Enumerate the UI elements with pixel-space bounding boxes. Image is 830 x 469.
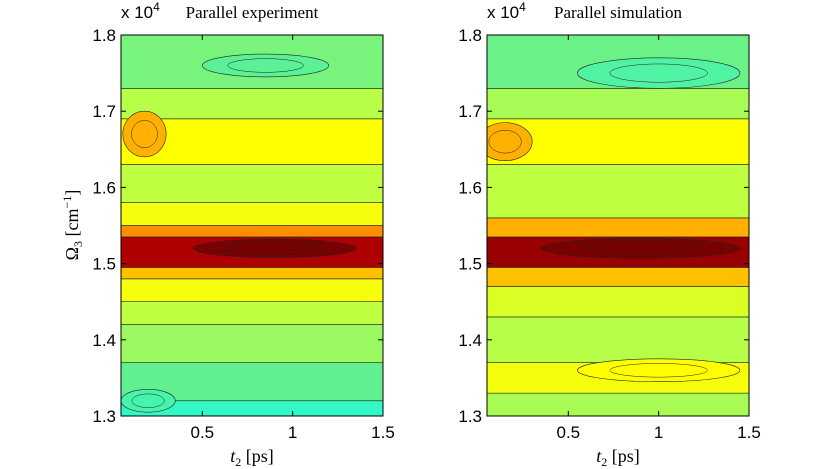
panel-simulation: 0.5 1 1.5 1.3 1.4 1.5 1.6 1.7 1.8 Parallel simul…	[458, 0, 760, 469]
simulation-ticks: 0.5 1 1.5 1.3 1.4 1.5 1.6 1.7 1.8	[458, 26, 760, 442]
experiment-xtick-label-1: 1	[288, 423, 297, 442]
experiment-ytick-label-3: 1.6	[92, 178, 116, 197]
experiment-band-8	[121, 202, 383, 226]
simulation-y-multiplier: x 104	[487, 0, 526, 22]
simulation-band-3	[487, 286, 749, 318]
experiment-band-7	[121, 225, 383, 238]
simulation-hotspot-1	[540, 238, 741, 259]
experiment-band-4	[121, 278, 383, 302]
experiment-y-multiplier: x 104	[121, 0, 160, 22]
simulation-axes-frame	[486, 34, 750, 417]
simulation-band-0	[487, 392, 749, 416]
experiment-ticks: 0.5 1 1.5 1.3 1.4 1.5 1.6 1.7 1.8	[92, 26, 394, 442]
simulation-band-6	[487, 217, 749, 238]
experiment-xtick-label-2: 1.5	[371, 423, 395, 442]
simulation-band-9	[487, 88, 749, 120]
experiment-heatmap	[121, 35, 383, 416]
simulation-x-label: t2 [ps]	[596, 446, 640, 469]
experiment-contour-3	[131, 393, 165, 408]
simulation-title: Parallel simulation	[554, 3, 682, 22]
experiment-contour-2	[227, 58, 304, 73]
experiment-hotspot-0	[122, 110, 167, 158]
experiment-hotspot-2	[202, 53, 330, 78]
simulation-ytick-label-0: 1.3	[458, 407, 482, 426]
experiment-band-2	[121, 324, 383, 363]
simulation-contour-2	[609, 63, 708, 83]
simulation-contour-0	[488, 130, 522, 154]
simulation-xtick-label-0: 0.5	[556, 423, 580, 442]
experiment-title: Parallel experiment	[186, 3, 319, 22]
simulation-ytick-label-3: 1.6	[458, 178, 482, 197]
experiment-xtick-label-0: 0.5	[190, 423, 214, 442]
simulation-xtick-label-2: 1.5	[737, 423, 761, 442]
experiment-axes-frame	[120, 34, 384, 417]
experiment-band-3	[121, 301, 383, 325]
simulation-ytick-label-1: 1.4	[458, 331, 482, 350]
experiment-y-label: Ω3 [cm−1]	[60, 190, 85, 261]
experiment-hotspot-3	[121, 389, 176, 413]
simulation-contour-3	[609, 363, 708, 378]
simulation-heatmap	[487, 35, 749, 416]
experiment-ytick-label-1: 1.4	[92, 331, 116, 350]
experiment-ytick-label-2: 1.5	[92, 255, 116, 274]
simulation-contour-1	[580, 242, 701, 255]
simulation-band-2	[487, 316, 749, 363]
simulation-ytick-label-5: 1.8	[458, 26, 482, 45]
experiment-ytick-label-5: 1.8	[92, 26, 116, 45]
panel-experiment: 0.5 1 1.5 1.3 1.4 1.5 1.6 1.7 1.8 Parallel exper…	[60, 0, 395, 469]
experiment-band-5	[121, 267, 383, 280]
experiment-band-11	[121, 88, 383, 120]
simulation-hotspot-2	[577, 57, 741, 89]
experiment-x-label: t2 [ps]	[230, 446, 274, 469]
simulation-hotspot-0	[487, 122, 533, 162]
experiment-ytick-label-0: 1.3	[92, 407, 116, 426]
experiment-hotspot-1	[192, 238, 357, 258]
experiment-band-9	[121, 164, 383, 203]
experiment-contour-1	[225, 242, 324, 255]
simulation-hotspot-3	[577, 358, 741, 383]
simulation-ytick-label-4: 1.7	[458, 102, 482, 121]
simulation-band-7	[487, 164, 749, 219]
simulation-ytick-label-2: 1.5	[458, 255, 482, 274]
experiment-contour-0	[131, 120, 158, 149]
experiment-ytick-label-4: 1.7	[92, 102, 116, 121]
simulation-band-4	[487, 267, 749, 287]
simulation-xtick-label-1: 1	[654, 423, 663, 442]
